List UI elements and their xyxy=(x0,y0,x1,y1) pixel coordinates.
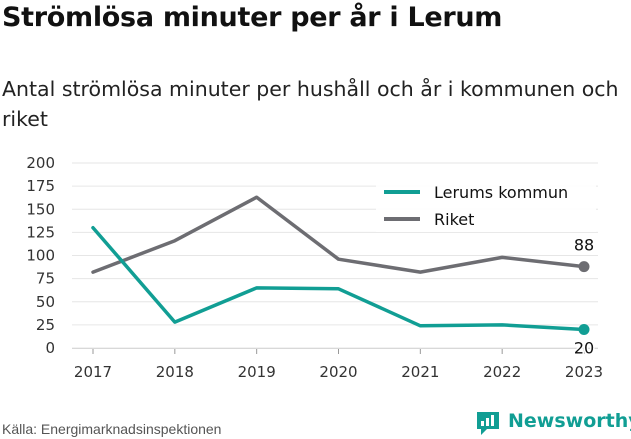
newsworthy-logo-icon xyxy=(477,412,499,435)
x-tick-label: 2018 xyxy=(156,363,194,381)
legend-background xyxy=(376,180,596,232)
data-label-lerums-kommun: 20 xyxy=(574,339,594,358)
y-tick-label: 0 xyxy=(45,339,55,357)
y-tick-label: 175 xyxy=(26,177,55,195)
legend-label: Lerums kommun xyxy=(434,183,568,202)
y-tick-label: 50 xyxy=(36,293,55,311)
series-line-riket xyxy=(91,195,586,274)
x-tick-label: 2020 xyxy=(319,363,357,381)
y-tick-label: 150 xyxy=(26,200,55,218)
y-tick-label: 75 xyxy=(36,270,55,288)
y-tick-label: 100 xyxy=(26,247,55,265)
series-end-point-riket xyxy=(578,261,590,273)
data-label-riket: 88 xyxy=(574,236,594,255)
chart-subtitle: Antal strömlösa minuter per hushåll och … xyxy=(2,77,619,131)
newsworthy-logo-text: Newsworthy xyxy=(508,410,631,432)
newsworthy-logo[interactable]: Newsworthy xyxy=(474,409,631,437)
chart-title: Strömlösa minuter per år i Lerum xyxy=(2,2,503,33)
y-tick-label: 125 xyxy=(26,223,55,241)
x-tick-label: 2019 xyxy=(238,363,276,381)
legend-label: Riket xyxy=(434,210,474,229)
source-note: Källa: Energimarknadsinspektionen xyxy=(2,421,222,437)
x-tick-label: 2021 xyxy=(401,363,439,381)
y-tick-label: 25 xyxy=(36,316,55,334)
series-line-lerums-kommun xyxy=(91,226,586,332)
y-tick-label: 200 xyxy=(26,154,55,172)
series-end-point-lerums-kommun xyxy=(578,324,590,335)
x-tick-label: 2022 xyxy=(483,363,521,381)
x-tick-label: 2023 xyxy=(565,363,603,381)
x-tick-label: 2017 xyxy=(74,363,112,381)
